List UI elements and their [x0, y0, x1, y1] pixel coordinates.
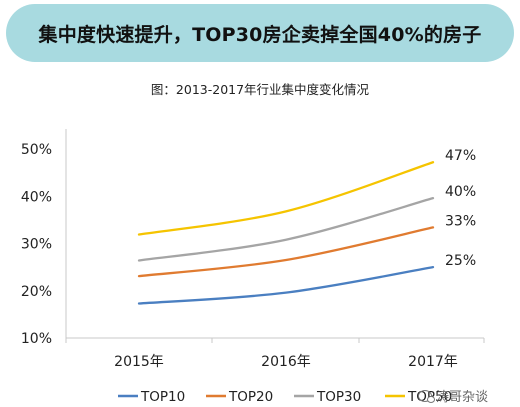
- x-tick-label: 2015年: [114, 354, 164, 370]
- watermark: 涛哥杂谈: [418, 386, 488, 405]
- watermark-text: 涛哥杂谈: [436, 390, 489, 405]
- data-label-top10: 25%: [445, 253, 476, 269]
- legend-label-top10: TOP10: [140, 389, 185, 405]
- wechat-icon: [418, 389, 435, 403]
- banner-title: 集中度快速提升，TOP30房企卖掉全国40%的房子: [38, 23, 482, 46]
- data-label-top20: 33%: [445, 213, 476, 229]
- legend-label-top20: TOP20: [228, 389, 273, 405]
- data-label-top30: 40%: [445, 184, 476, 200]
- series-line-top10: [137, 265, 435, 305]
- y-tick-label: 10%: [21, 331, 52, 347]
- x-tick-label: 2016年: [261, 354, 311, 370]
- y-tick-label: 20%: [21, 284, 52, 300]
- series-line-top30: [137, 196, 435, 262]
- y-tick-label: 50%: [21, 142, 52, 158]
- series-line-top20: [137, 226, 435, 278]
- series-line-top50: [137, 161, 435, 236]
- y-tick-label: 40%: [21, 189, 52, 205]
- data-label-top50: 47%: [445, 148, 476, 164]
- y-tick-label: 30%: [21, 237, 52, 253]
- legend-label-top30: TOP30: [316, 389, 361, 405]
- title-banner: 集中度快速提升，TOP30房企卖掉全国40%的房子: [6, 4, 514, 62]
- chart-caption: 图：2013-2017年行业集中度变化情况: [150, 82, 370, 97]
- x-tick-label: 2017年: [408, 354, 458, 370]
